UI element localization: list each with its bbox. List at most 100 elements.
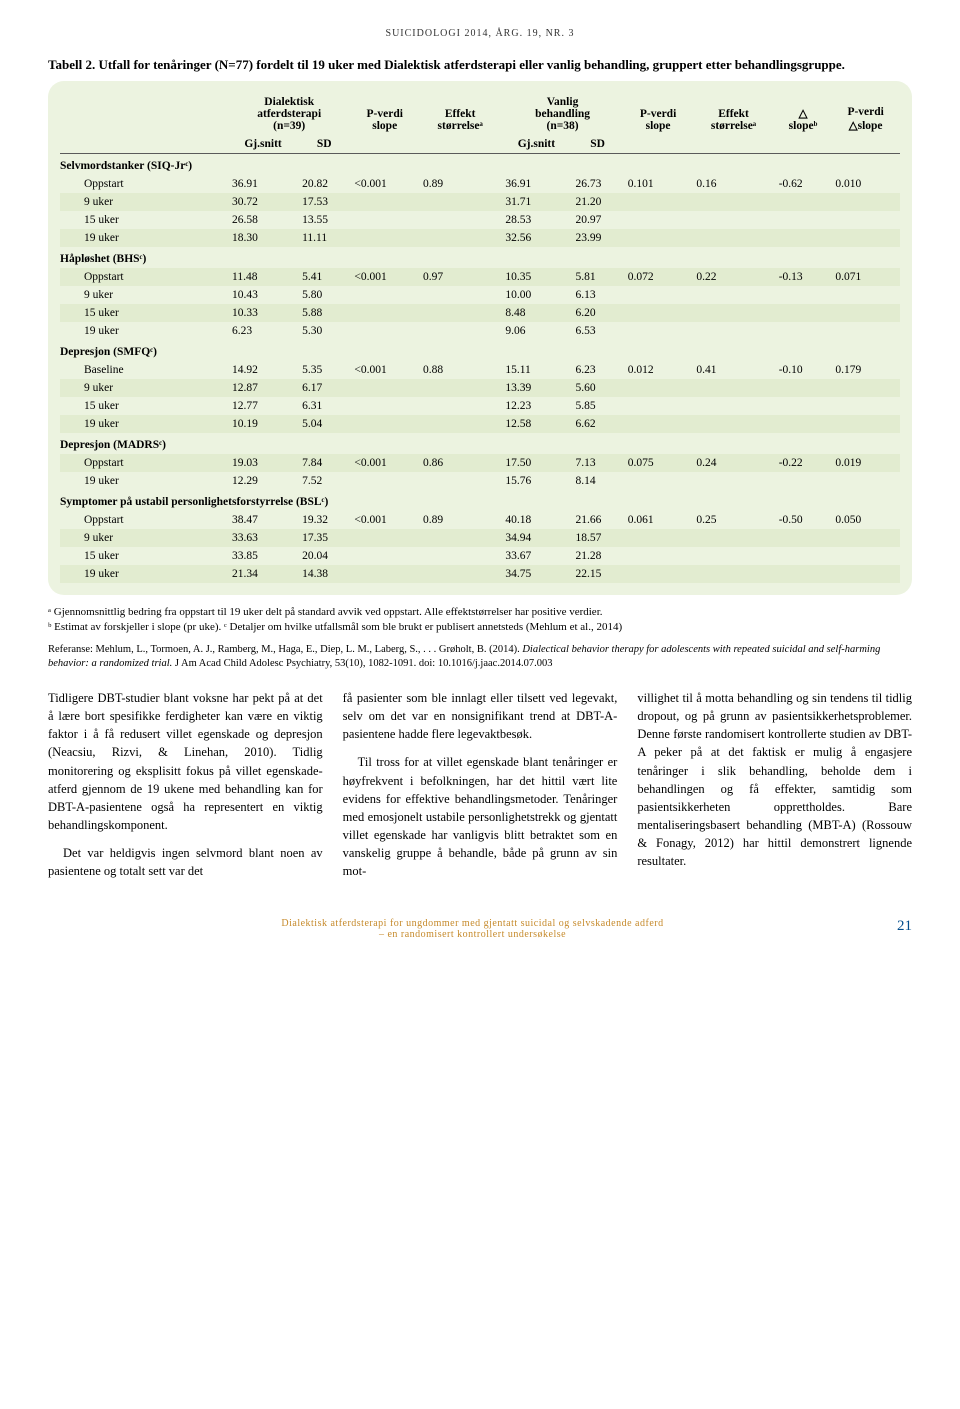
- table-row: 15 uker33.8520.0433.6721.28: [60, 547, 900, 565]
- cell: [692, 415, 774, 433]
- cell: [692, 547, 774, 565]
- footer-line1: Dialektisk atferdsterapi for ungdommer m…: [281, 918, 663, 929]
- cell: [624, 565, 693, 583]
- page-footer: 21 Dialektisk atferdsterapi for ungdomme…: [48, 918, 912, 940]
- cell: [350, 286, 419, 304]
- cell: 33.63: [228, 529, 298, 547]
- cell: 5.88: [298, 304, 350, 322]
- cell: 34.94: [501, 529, 571, 547]
- section-title: Depresjon (SMFQᶜ): [60, 340, 900, 361]
- cell: 12.23: [501, 397, 571, 415]
- page-number: 21: [897, 918, 912, 935]
- table-row: 19 uker6.235.309.066.53: [60, 322, 900, 340]
- col-pd: P-verdi△slope: [831, 93, 900, 135]
- cell: 14.92: [228, 361, 298, 379]
- cell: 6.53: [571, 322, 623, 340]
- reference-post: J Am Acad Child Adolesc Psychiatry, 53(1…: [175, 658, 553, 669]
- cell: -0.50: [775, 511, 832, 529]
- cell: [419, 379, 501, 397]
- cell: [775, 211, 832, 229]
- cell: 0.22: [692, 268, 774, 286]
- cell: [350, 472, 419, 490]
- cell: [831, 415, 900, 433]
- cell: 6.31: [298, 397, 350, 415]
- cell: 12.58: [501, 415, 571, 433]
- cell: [350, 304, 419, 322]
- cell: [775, 304, 832, 322]
- table-row: Baseline14.925.35<0.0010.8815.116.230.01…: [60, 361, 900, 379]
- cell: 5.04: [298, 415, 350, 433]
- cell: 17.50: [501, 454, 571, 472]
- cell: -0.22: [775, 454, 832, 472]
- cell: 6.13: [571, 286, 623, 304]
- cell: 21.28: [571, 547, 623, 565]
- cell: [624, 397, 693, 415]
- body-paragraph: Tidligere DBT-studier blant voksne har p…: [48, 689, 323, 834]
- body-paragraph: Det var heldigvis ingen selvmord blant n…: [48, 844, 323, 880]
- cell: [624, 529, 693, 547]
- cell: 7.52: [298, 472, 350, 490]
- sub-gj2: Gj.snitt: [501, 135, 571, 154]
- cell: [624, 547, 693, 565]
- row-label: 15 uker: [60, 211, 228, 229]
- cell: [692, 286, 774, 304]
- row-label: 19 uker: [60, 229, 228, 247]
- cell: [624, 211, 693, 229]
- cell: 12.77: [228, 397, 298, 415]
- table-row: 9 uker12.876.1713.395.60: [60, 379, 900, 397]
- section-title: Symptomer på ustabil personlighetsforsty…: [60, 490, 900, 511]
- cell: [350, 397, 419, 415]
- cell: [624, 415, 693, 433]
- cell: [775, 286, 832, 304]
- cell: 26.58: [228, 211, 298, 229]
- journal-header: SUICIDOLOGI 2014, ÅRG. 19, NR. 3: [48, 28, 912, 39]
- cell: 5.81: [571, 268, 623, 286]
- cell: [831, 211, 900, 229]
- cell: 28.53: [501, 211, 571, 229]
- cell: [350, 229, 419, 247]
- cell: 0.072: [624, 268, 693, 286]
- cell: [624, 472, 693, 490]
- caption-text: Tabell 2. Utfall for tenåringer (N=77) f…: [48, 57, 845, 72]
- row-label: 9 uker: [60, 529, 228, 547]
- cell: 0.075: [624, 454, 693, 472]
- cell: -0.10: [775, 361, 832, 379]
- cell: [624, 322, 693, 340]
- cell: [419, 286, 501, 304]
- cell: <0.001: [350, 268, 419, 286]
- footer-line2: – en randomisert kontrollert undersøkels…: [379, 929, 566, 940]
- table-row: 19 uker21.3414.3834.7522.15: [60, 565, 900, 583]
- cell: 33.67: [501, 547, 571, 565]
- cell: 17.35: [298, 529, 350, 547]
- cell: [775, 322, 832, 340]
- cell: [624, 193, 693, 211]
- cell: 13.39: [501, 379, 571, 397]
- cell: [419, 193, 501, 211]
- results-table-box: Dialektisk atferdsterapi (n=39) P-verdis…: [48, 81, 912, 595]
- table-footnotes: ᵃ Gjennomsnittlig bedring fra oppstart t…: [48, 605, 912, 635]
- cell: [350, 415, 419, 433]
- table-row: 15 uker26.5813.5528.5320.97: [60, 211, 900, 229]
- cell: [419, 565, 501, 583]
- body-column: Tidligere DBT-studier blant voksne har p…: [48, 689, 323, 890]
- cell: [831, 322, 900, 340]
- cell: 36.91: [228, 175, 298, 193]
- cell: 0.89: [419, 175, 501, 193]
- row-label: 9 uker: [60, 193, 228, 211]
- cell: [775, 565, 832, 583]
- cell: [350, 565, 419, 583]
- cell: 0.86: [419, 454, 501, 472]
- cell: 0.24: [692, 454, 774, 472]
- cell: 10.00: [501, 286, 571, 304]
- table-caption: Tabell 2. Utfall for tenåringer (N=77) f…: [48, 57, 912, 73]
- cell: 36.91: [501, 175, 571, 193]
- cell: 33.85: [228, 547, 298, 565]
- cell: 6.20: [571, 304, 623, 322]
- cell: [692, 322, 774, 340]
- cell: [831, 304, 900, 322]
- footnote-b: ᵇ Estimat av forskjeller i slope (pr uke…: [48, 620, 912, 635]
- row-label: 19 uker: [60, 472, 228, 490]
- cell: <0.001: [350, 361, 419, 379]
- cell: [775, 397, 832, 415]
- reference: Referanse: Mehlum, L., Tormoen, A. J., R…: [48, 643, 912, 671]
